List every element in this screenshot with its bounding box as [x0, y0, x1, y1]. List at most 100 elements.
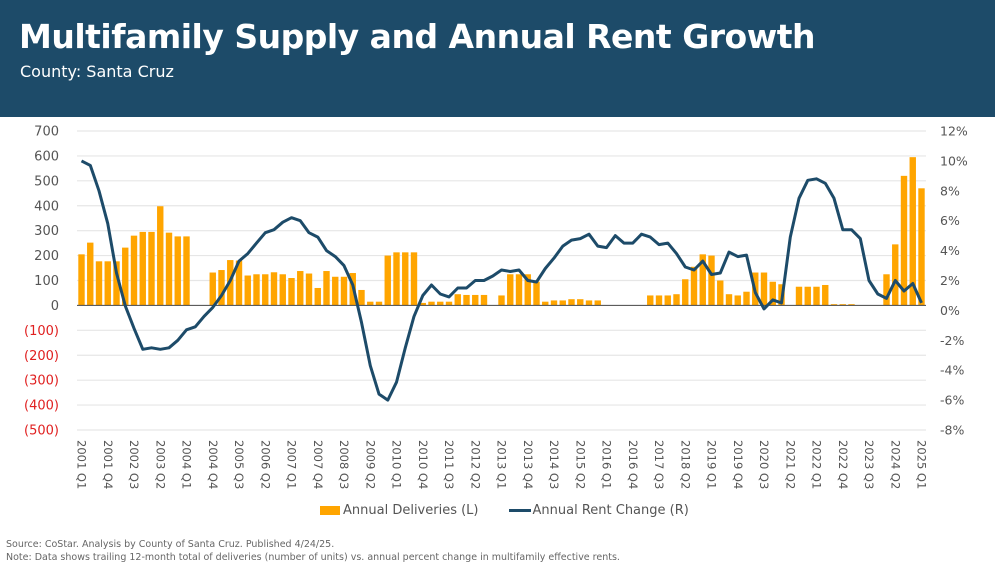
delivery-bar — [157, 206, 164, 306]
delivery-bar — [822, 284, 829, 306]
x-tick-label: 2009 Q2 — [363, 440, 377, 489]
right-tick-label: -2% — [940, 333, 964, 348]
right-tick-label: -8% — [940, 423, 964, 438]
x-tick-label: 2001 Q1 — [75, 440, 89, 489]
delivery-bar — [559, 300, 566, 306]
delivery-bar — [673, 294, 680, 306]
deliveries-bars — [78, 157, 925, 306]
x-tick-label: 2013 Q1 — [495, 440, 509, 489]
x-tick-label: 2019 Q4 — [731, 440, 745, 489]
delivery-bar — [883, 274, 890, 306]
x-tick-label: 2022 Q4 — [836, 440, 850, 489]
right-tick-label: -6% — [940, 393, 964, 408]
left-tick-label: 0 — [51, 299, 59, 314]
right-tick-label: 12% — [940, 124, 968, 139]
legend-swatch-rent — [508, 509, 531, 512]
delivery-bar — [830, 304, 838, 306]
header-banner: Multifamily Supply and Annual Rent Growt… — [0, 0, 995, 117]
delivery-bar — [848, 304, 855, 306]
delivery-bar — [95, 261, 103, 306]
right-tick-label: 0% — [940, 303, 960, 318]
delivery-bar — [594, 300, 601, 306]
data-note: Note: Data shows trailing 12-month total… — [6, 552, 620, 563]
delivery-bar — [209, 272, 216, 306]
delivery-bar — [909, 157, 916, 306]
delivery-bar — [428, 301, 435, 306]
delivery-bar — [235, 260, 243, 306]
delivery-bar — [542, 301, 549, 306]
x-tick-label: 2011 Q3 — [442, 440, 456, 489]
x-tick-label: 2010 Q4 — [416, 440, 430, 489]
delivery-bar — [305, 273, 313, 306]
delivery-bar — [419, 302, 426, 306]
delivery-bar — [717, 280, 724, 306]
delivery-bar — [270, 272, 278, 306]
legend-label-rent: Annual Rent Change (R) — [532, 503, 689, 518]
delivery-bar — [760, 272, 768, 306]
delivery-bar — [148, 231, 155, 306]
left-tick-label: 600 — [34, 149, 59, 164]
delivery-bar — [367, 301, 374, 306]
delivery-bar — [900, 175, 908, 306]
delivery-bar — [174, 236, 181, 306]
x-tick-label: 2007 Q1 — [285, 440, 299, 489]
delivery-bar — [664, 295, 671, 306]
source-note: Source: CoStar. Analysis by County of Sa… — [6, 539, 335, 550]
left-tick-label: (400) — [24, 399, 59, 414]
delivery-bar — [402, 252, 409, 306]
delivery-bar — [708, 255, 715, 306]
delivery-bar — [655, 295, 663, 306]
x-tick-label: 2005 Q3 — [232, 440, 246, 489]
x-tick-label: 2015 Q2 — [573, 440, 587, 489]
delivery-bar — [375, 301, 383, 306]
delivery-bar — [410, 252, 418, 306]
delivery-bar — [393, 252, 400, 306]
delivery-bar — [384, 255, 391, 306]
delivery-bar — [734, 295, 741, 306]
delivery-bar — [244, 275, 251, 306]
delivery-bar — [524, 274, 531, 306]
delivery-bar — [87, 242, 94, 306]
right-tick-label: 2% — [940, 273, 960, 288]
legend-swatch-deliveries — [320, 506, 340, 515]
right-tick-label: 4% — [940, 243, 960, 258]
delivery-bar — [314, 287, 321, 306]
delivery-bar — [480, 294, 488, 306]
delivery-bar — [323, 271, 330, 306]
delivery-bar — [690, 266, 698, 306]
x-tick-label: 2023 Q3 — [862, 440, 876, 489]
delivery-bar — [139, 231, 146, 306]
rent-change-line — [80, 159, 923, 402]
delivery-bar — [839, 304, 846, 306]
x-tick-label: 2014 Q3 — [547, 440, 561, 489]
left-tick-label: 500 — [34, 174, 59, 189]
delivery-bar — [577, 299, 584, 306]
delivery-bar — [113, 261, 120, 306]
left-tick-label: (500) — [24, 424, 59, 439]
x-tick-label: 2006 Q2 — [258, 440, 272, 489]
delivery-bar — [804, 286, 811, 306]
delivery-bar — [437, 301, 444, 306]
delivery-bar — [550, 300, 558, 306]
chart-title: Multifamily Supply and Annual Rent Growt… — [19, 17, 815, 56]
delivery-bar — [463, 294, 470, 306]
x-tick-label: 2008 Q3 — [337, 440, 351, 489]
x-tick-label: 2021 Q2 — [783, 440, 797, 489]
delivery-bar — [647, 295, 654, 306]
delivery-bar — [288, 278, 295, 306]
left-tick-label: 100 — [34, 274, 59, 289]
delivery-bar — [515, 274, 523, 306]
left-tick-label: 300 — [34, 224, 59, 239]
delivery-bar — [585, 300, 593, 306]
x-tick-label: 2016 Q1 — [600, 440, 614, 489]
x-tick-label: 2004 Q4 — [206, 440, 220, 489]
left-tick-label: (200) — [24, 349, 59, 364]
delivery-bar — [743, 291, 750, 306]
x-tick-label: 2022 Q1 — [810, 440, 824, 489]
left-tick-label: (100) — [24, 324, 59, 339]
delivery-bar — [454, 294, 461, 306]
delivery-bar — [795, 286, 803, 306]
x-tick-label: 2010 Q1 — [390, 440, 404, 489]
footer: Source: CoStar. Analysis by County of Sa… — [6, 538, 620, 564]
x-tick-label: 2007 Q4 — [311, 440, 325, 489]
